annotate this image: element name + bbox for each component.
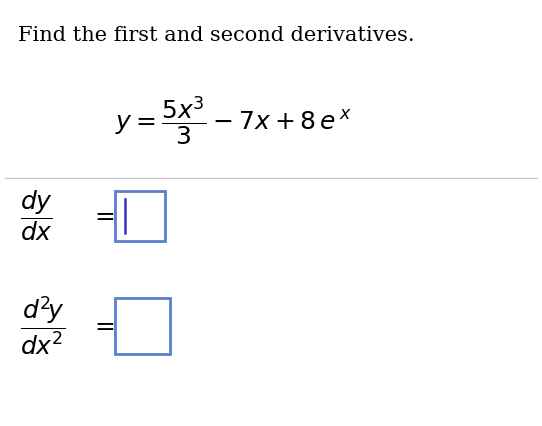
Text: $=$: $=$ [90, 204, 115, 227]
Text: $\dfrac{dy}{dx}$: $\dfrac{dy}{dx}$ [20, 189, 53, 243]
Text: $=$: $=$ [90, 314, 115, 337]
Bar [115, 191, 165, 241]
Text: $\mathit{y} = \dfrac{5\mathit{x}^3}{3} - 7\mathit{x} + 8\,\mathit{e}^{\,\mathit{: $\mathit{y} = \dfrac{5\mathit{x}^3}{3} -… [115, 95, 352, 147]
Text: $\dfrac{d^2\!y}{dx^2}$: $\dfrac{d^2\!y}{dx^2}$ [20, 295, 66, 357]
Bar [115, 298, 170, 354]
Text: Find the first and second derivatives.: Find the first and second derivatives. [18, 26, 415, 45]
